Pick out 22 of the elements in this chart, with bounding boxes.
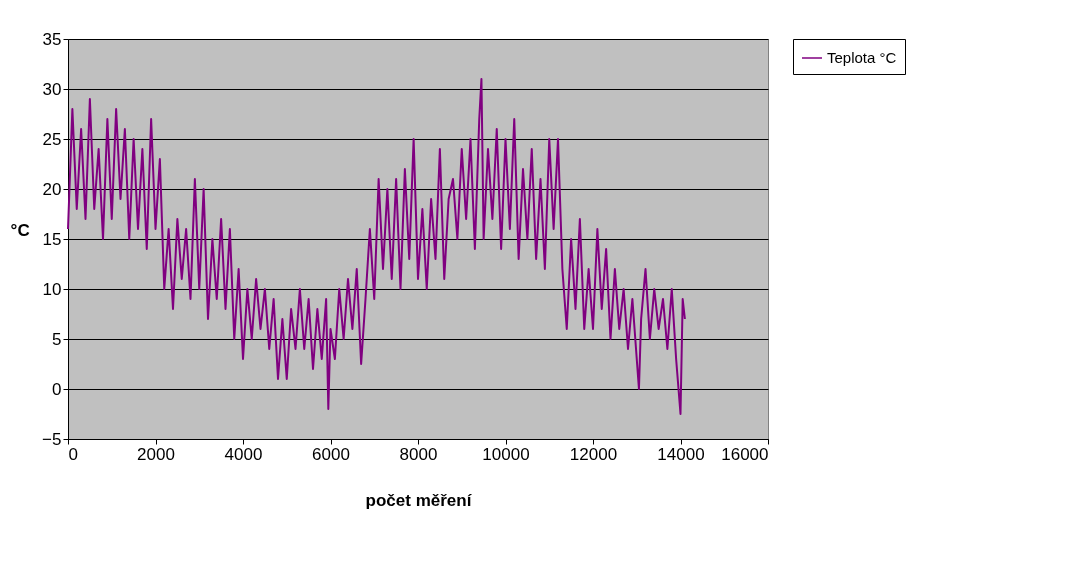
- line-series: [67, 78, 686, 415]
- x-tick-label: 4000: [224, 444, 263, 464]
- y-tick-label: 20: [42, 179, 62, 199]
- y-tick-label: 35: [42, 29, 62, 49]
- x-tick-label: 6000: [312, 444, 350, 464]
- y-tick-label: 25: [42, 129, 62, 149]
- y-tick-label: 15: [42, 229, 62, 249]
- x-axis-title: počet měření: [365, 490, 473, 510]
- x-tick-label: 10000: [482, 444, 530, 464]
- y-tick-label: 0: [52, 379, 62, 399]
- x-tick-label: 14000: [657, 444, 705, 464]
- x-tick-label: 2000: [137, 444, 175, 464]
- x-tick-label: 16000: [721, 444, 769, 464]
- legend-label: Teplota °C: [827, 49, 897, 66]
- x-tick-label: 8000: [399, 444, 438, 464]
- x-tick-label: 12000: [569, 444, 618, 464]
- y-tick-label: 5: [52, 329, 62, 349]
- y-tick-label: 10: [42, 279, 62, 299]
- y-tick-label: 30: [42, 79, 62, 99]
- y-tick-label: −5: [42, 429, 62, 449]
- x-tick-label: 0: [68, 444, 78, 464]
- y-axis-title: °C: [10, 220, 30, 240]
